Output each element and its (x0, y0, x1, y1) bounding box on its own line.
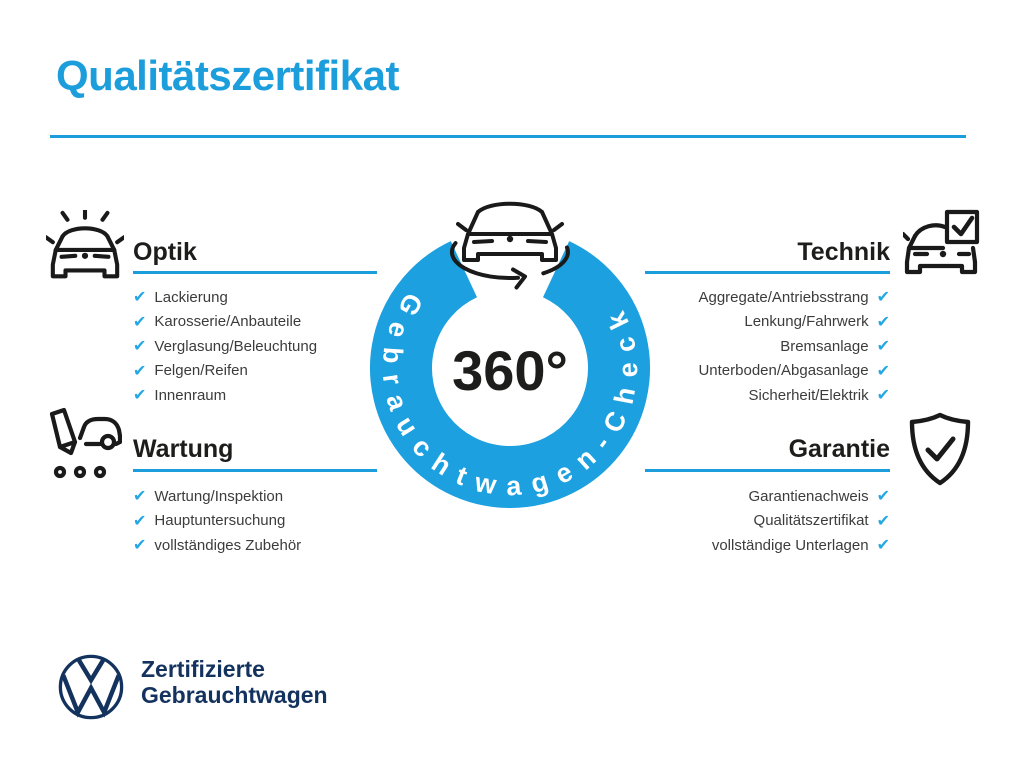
section-rule-technik (645, 271, 890, 274)
check-icon: ✔ (133, 535, 147, 554)
section-rule-optik (133, 271, 377, 274)
page-title: Qualitätszertifikat (56, 52, 399, 99)
check-icon: ✔ (876, 486, 890, 505)
check-icon: ✔ (133, 311, 147, 331)
section-rule-wartung (133, 469, 377, 472)
checklist-item-label: Wartung/Inspektion (154, 487, 284, 505)
car-rotation-icon (449, 201, 570, 290)
checklist-item-label: Felgen/Reifen (154, 362, 248, 379)
checklist-item: ✔ Verglasung/Beleuchtung (133, 336, 318, 355)
checklist-item: vollständige Unterlagen ✔ (711, 535, 890, 554)
footer-claim-line2: Gebrauchtwagen (141, 682, 328, 708)
checklist-item-label: vollständige Unterlagen (711, 536, 869, 554)
check-icon: ✔ (133, 287, 147, 306)
checklist-item-label: Aggregate/Antriebsstrang (698, 288, 869, 306)
checklist-item: Aggregate/Antriebsstrang ✔ (698, 287, 890, 306)
section-heading-technik: Technik (797, 238, 890, 266)
checklist-item: Unterboden/Abgasanlage ✔ (698, 360, 890, 380)
checklist-item-label: Karosserie/Anbauteile (154, 313, 302, 330)
check-icon: ✔ (133, 360, 147, 380)
check-icon: ✔ (876, 287, 890, 306)
check-icon: ✔ (133, 336, 147, 355)
checklist-item-label: Bremsanlage (780, 337, 869, 355)
checklist-item-label: Garantienachweis (748, 487, 869, 505)
checklist-item-label: Unterboden/Abgasanlage (698, 362, 869, 379)
technik-checklist: Aggregate/Antriebsstrang ✔ Lenkung/Fahrwe… (698, 289, 890, 412)
check-icon: ✔ (876, 336, 890, 355)
vw-logo (58, 654, 124, 720)
checklist-item-label: Verglasung/Beleuchtung (154, 337, 318, 355)
garantie-checklist: Garantienachweis ✔ Qualitätszertifikat ✔ v… (712, 488, 890, 562)
check-icon: ✔ (133, 486, 147, 505)
checklist-item: ✔ Karosserie/Anbauteile (133, 311, 317, 331)
checklist-item: ✔ vollständiges Zubehör (133, 535, 302, 554)
blue-ring (370, 241, 650, 508)
car-shine-icon (46, 210, 124, 279)
checklist-item: Bremsanlage ✔ (780, 336, 890, 355)
section-heading-garantie: Garantie (788, 435, 890, 463)
footer-claim-line1: Zertifizierte (141, 656, 265, 682)
checklist-item-label: Sicherheit/Elektrik (748, 386, 869, 404)
check-icon: ✔ (876, 311, 890, 331)
checklist-item: Sicherheit/Elektrik ✔ (748, 385, 890, 404)
service-checklist-icon (49, 407, 122, 479)
footer-claim: Zertifizierte Gebrauchtwagen (141, 656, 328, 708)
check-icon: ✔ (133, 510, 147, 530)
checklist-item: Qualitätszertifikat ✔ (753, 510, 890, 530)
checklist-item-label: Qualitätszertifikat (753, 512, 869, 529)
360-check-badge: Gebrauchtwagen-Check 360° (370, 201, 650, 508)
checklist-item: ✔ Hauptuntersuchung (133, 510, 301, 530)
checklist-item: ✔ Innenraum (133, 385, 317, 404)
checklist-item-label: Innenraum (154, 386, 227, 404)
checklist-item: ✔ Lackierung (133, 287, 317, 306)
checklist-item-label: Lenkung/Fahrwerk (744, 313, 869, 330)
checklist-item: ✔ Wartung/Inspektion (133, 486, 301, 505)
wartung-checklist: ✔ Wartung/Inspektion ✔ Hauptuntersuchung ✔… (133, 488, 301, 562)
checklist-item-label: vollständiges Zubehör (154, 536, 302, 554)
center-value: 360° (452, 339, 568, 402)
section-rule-garantie (645, 469, 890, 472)
section-heading-optik: Optik (133, 238, 197, 266)
checklist-item: Lenkung/Fahrwerk ✔ (744, 311, 890, 331)
title-divider (50, 135, 966, 138)
check-icon: ✔ (876, 360, 890, 380)
checklist-item-label: Lackierung (154, 288, 228, 306)
check-icon: ✔ (133, 385, 147, 404)
checklist-item: Garantienachweis ✔ (748, 486, 890, 505)
checklist-item-label: Hauptuntersuchung (154, 512, 286, 529)
car-checkbox-icon (903, 209, 980, 275)
section-heading-wartung: Wartung (133, 435, 234, 463)
check-icon: ✔ (876, 510, 890, 530)
shield-check-icon (909, 412, 971, 486)
checklist-item: ✔ Felgen/Reifen (133, 360, 317, 380)
check-icon: ✔ (876, 385, 890, 404)
optik-checklist: ✔ Lackierung ✔ Karosserie/Anbauteile ✔ Verg… (133, 289, 317, 412)
check-icon: ✔ (876, 535, 890, 554)
